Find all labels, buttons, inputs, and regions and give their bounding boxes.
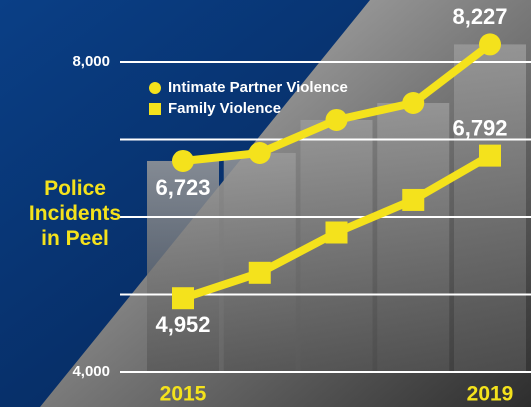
y-tick-label: 4,000 <box>72 363 110 380</box>
marker <box>326 222 348 244</box>
data-label: 4,952 <box>155 312 210 337</box>
legend-label: Intimate Partner Violence <box>168 79 348 96</box>
legend-label: Family Violence <box>168 100 281 117</box>
x-tick-label: 2015 <box>160 383 207 406</box>
marker <box>249 142 271 164</box>
y-axis-label: Police Incidents in Peel <box>20 176 130 251</box>
marker <box>402 189 424 211</box>
marker <box>249 262 271 284</box>
legend-marker <box>149 103 161 115</box>
chart: 4,000 8,000 2015 2019 6,723 8,227 4,952 6,792 In… <box>0 0 531 407</box>
marker <box>172 287 194 309</box>
x-tick-label: 2019 <box>467 383 514 406</box>
marker <box>479 145 501 167</box>
marker <box>172 150 194 172</box>
data-label: 8,227 <box>452 4 507 29</box>
data-label: 6,723 <box>155 175 210 200</box>
y-tick-label: 8,000 <box>72 53 110 70</box>
marker <box>479 33 501 55</box>
legend-marker <box>149 82 161 94</box>
data-label: 6,792 <box>452 115 507 140</box>
bar <box>377 103 449 372</box>
marker <box>326 109 348 131</box>
bar <box>454 44 526 372</box>
marker <box>402 92 424 114</box>
